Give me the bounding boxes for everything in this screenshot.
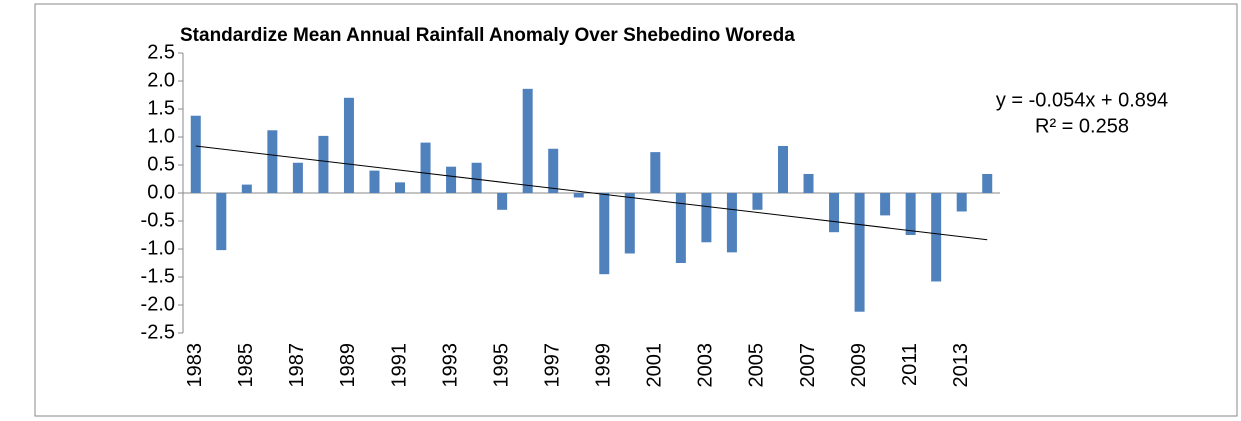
- bar: [777, 145, 788, 193]
- y-tick-label: -0.5: [141, 209, 175, 231]
- bar: [675, 193, 686, 263]
- bar: [599, 193, 610, 275]
- trend-r2: R² = 0.258: [1035, 115, 1129, 137]
- x-tick-label: 1999: [593, 343, 615, 388]
- x-tick-label: 1991: [388, 343, 410, 388]
- x-tick-label: 1985: [235, 343, 257, 388]
- bar: [497, 193, 508, 210]
- y-tick-label: -1.5: [141, 265, 175, 287]
- x-tick-label: 1997: [541, 343, 563, 388]
- bar: [905, 193, 916, 235]
- bar: [190, 115, 201, 193]
- y-tick-label: 2.5: [147, 41, 175, 63]
- x-tick-label: 1995: [490, 343, 512, 388]
- x-tick-label: 1993: [439, 343, 461, 388]
- x-tick-label: 2013: [950, 343, 972, 388]
- bar: [573, 193, 584, 198]
- bar: [701, 193, 712, 243]
- x-tick-label: 1989: [337, 343, 359, 388]
- trend-equation: y = -0.054x + 0.894: [996, 89, 1168, 111]
- x-tick-label: 2005: [746, 343, 768, 388]
- bar: [522, 88, 533, 193]
- y-tick-label: 0.5: [147, 153, 175, 175]
- bar: [956, 193, 967, 212]
- x-tick-label: 2003: [695, 343, 717, 388]
- x-tick-label: 2009: [848, 343, 870, 388]
- bar: [241, 184, 252, 193]
- trendline: [195, 145, 988, 241]
- x-tick-label: 1983: [184, 343, 206, 388]
- y-tick-label: 2.0: [147, 69, 175, 91]
- bar: [369, 170, 380, 193]
- bar: [829, 193, 840, 233]
- bar: [803, 173, 814, 193]
- y-tick-label: -2.5: [141, 321, 175, 343]
- bar: [267, 130, 278, 193]
- bar: [931, 193, 942, 282]
- y-tick-label: -1.0: [141, 237, 175, 259]
- bar: [471, 162, 482, 193]
- bar: [624, 193, 635, 254]
- bar: [318, 135, 329, 193]
- bar: [216, 193, 227, 251]
- bar: [548, 148, 559, 193]
- bar: [395, 182, 406, 193]
- chart-title: Standardize Mean Annual Rainfall Anomaly…: [180, 25, 795, 46]
- bar: [343, 97, 354, 193]
- bar: [854, 193, 865, 312]
- bar: [446, 166, 457, 193]
- bar: [880, 193, 891, 216]
- x-tick-label: 2001: [644, 343, 666, 388]
- x-tick-label: 1987: [286, 343, 308, 388]
- bar: [420, 142, 431, 193]
- bar: [726, 193, 737, 253]
- chart-frame: [34, 3, 1238, 417]
- y-tick-label: 1.5: [147, 97, 175, 119]
- x-tick-label: 2011: [899, 343, 921, 386]
- bar: [650, 152, 661, 193]
- y-tick-label: 1.0: [147, 125, 175, 147]
- y-tick-label: 0.0: [147, 181, 175, 203]
- y-tick-label: -2.0: [141, 293, 175, 315]
- bar: [292, 162, 303, 193]
- bar: [982, 173, 993, 193]
- bar: [752, 193, 763, 210]
- x-tick-label: 2007: [797, 343, 819, 388]
